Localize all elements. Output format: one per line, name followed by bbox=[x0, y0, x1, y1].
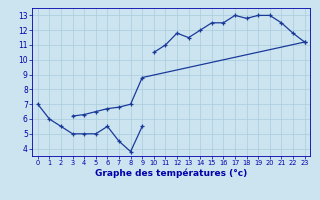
X-axis label: Graphe des températures (°c): Graphe des températures (°c) bbox=[95, 169, 247, 178]
